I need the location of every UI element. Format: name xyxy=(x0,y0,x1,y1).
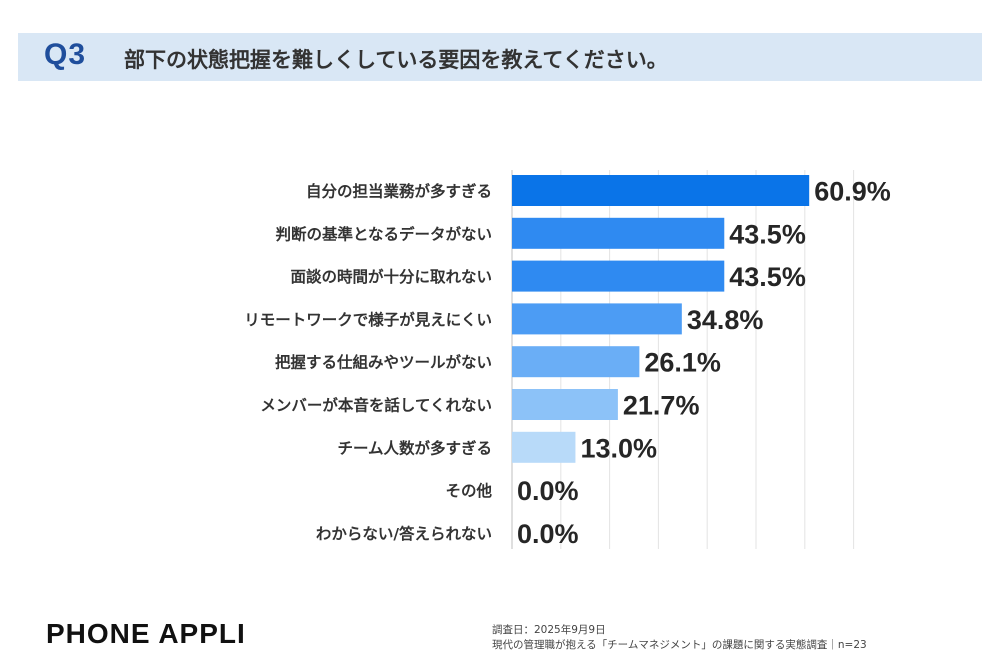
question-text: 部下の状態把握を難しくしている要因を教えてください。 xyxy=(124,48,668,72)
category-label: チーム人数が多すぎる xyxy=(337,438,492,457)
category-labels: 自分の担当業務が多すぎる判断の基準となるデータがない面談の時間が十分に取れないリ… xyxy=(244,182,492,543)
bar xyxy=(512,431,576,463)
bars xyxy=(512,175,810,463)
category-label: 把握する仕組みやツールがない xyxy=(275,353,492,372)
category-label: メンバーが本音を話してくれない xyxy=(260,396,492,415)
category-label: 判断の基準となるデータがない xyxy=(275,224,492,243)
value-label: 43.5% xyxy=(729,219,806,249)
survey-date: 調査日：2025年9月9日 xyxy=(492,624,606,636)
bar xyxy=(512,389,618,420)
value-label: 60.9% xyxy=(814,177,891,207)
value-label: 26.1% xyxy=(644,348,721,378)
value-label: 0.0% xyxy=(517,476,579,506)
value-label: 0.0% xyxy=(517,519,579,549)
bar xyxy=(512,346,640,378)
bar xyxy=(512,303,682,335)
value-label: 21.7% xyxy=(623,391,700,421)
brand-logo-text: PHONE APPLI xyxy=(46,618,246,649)
bar xyxy=(512,217,725,249)
value-labels: 60.9%43.5%43.5%34.8%26.1%21.7%13.0%0.0%0… xyxy=(517,177,891,549)
category-label: リモートワークで様子が見えにくい xyxy=(244,310,492,329)
category-label: わからない/答えられない xyxy=(316,524,492,543)
bar xyxy=(512,260,725,292)
value-label: 13.0% xyxy=(580,433,657,463)
value-label: 43.5% xyxy=(729,262,806,292)
bar xyxy=(512,175,810,206)
survey-title: 現代の管理職が抱える「チームマネジメント」の課題に関する実態調査｜n=23 xyxy=(492,639,867,651)
survey-source: 調査日：2025年9月9日 現代の管理職が抱える「チームマネジメント」の課題に関… xyxy=(492,623,867,653)
question-number: Q3 xyxy=(44,38,87,71)
category-label: その他 xyxy=(445,481,492,500)
category-label: 面談の時間が十分に取れない xyxy=(290,267,492,286)
category-label: 自分の担当業務が多すぎる xyxy=(306,182,492,201)
question-header-band xyxy=(18,33,982,81)
value-label: 34.8% xyxy=(687,305,764,335)
